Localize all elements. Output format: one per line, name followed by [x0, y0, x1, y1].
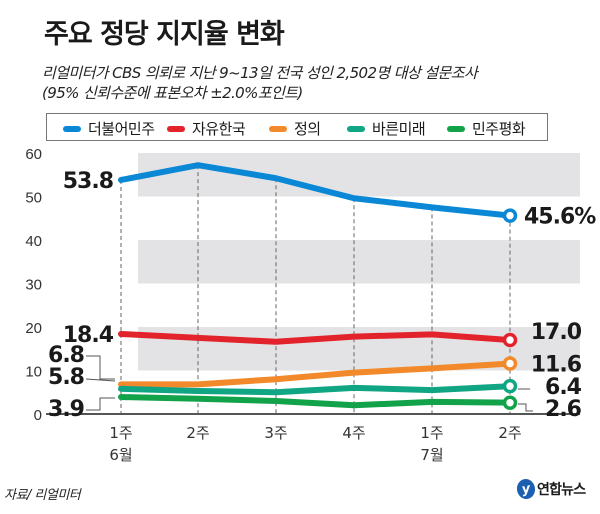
end-point-marker [502, 332, 518, 348]
x-month-label: 6월 [109, 446, 132, 464]
series-line [118, 394, 513, 409]
yonhap-logo-icon: y [515, 477, 537, 501]
yonhap-logo-text: 연합뉴스 [537, 482, 586, 498]
legend-label: 자유한국 [192, 120, 246, 138]
end-value-label: 2.6 [545, 397, 582, 422]
label-leader-line [86, 355, 115, 380]
series-line [118, 162, 513, 219]
y-tick-label: 60 [25, 146, 42, 163]
end-value-label: 17.0 [531, 320, 582, 345]
label-leader-line [86, 397, 115, 411]
x-tick-label: 1주 [420, 424, 443, 442]
chart-subtitle-line-2: (95% 신뢰수준에 표본오차 ±2.0%포인트) [42, 84, 303, 102]
y-tick-label: 20 [25, 320, 42, 337]
legend-swatch [347, 125, 365, 132]
legend: 더불어민주 자유한국 정의 바른미래 민주평화 [46, 113, 548, 141]
label-leader-line [85, 378, 116, 382]
end-value-label: 6.4 [545, 375, 582, 400]
legend-item-liberty-korea: 자유한국 [167, 118, 246, 139]
yonhap-logo: y 연합뉴스 [515, 477, 586, 501]
y-tick-label: 50 [25, 190, 42, 207]
chart-title: 주요 정당 지지율 변화 [44, 19, 285, 50]
start-value-label: 5.8 [48, 365, 84, 390]
legend-label: 정의 [294, 120, 321, 138]
legend-swatch [269, 125, 287, 132]
legend-swatch [63, 125, 81, 132]
legend-swatch [167, 125, 185, 132]
legend-label: 바른미래 [372, 120, 426, 138]
legend-item-democratic: 더불어민주 [63, 118, 155, 139]
end-point-marker [502, 395, 518, 410]
x-tick-label: 2주 [186, 424, 209, 442]
start-value-label: 6.8 [48, 343, 84, 368]
end-value-label: 11.6 [531, 353, 582, 378]
x-tick-label: 4주 [342, 424, 365, 442]
end-point-marker [502, 356, 518, 371]
start-value-label: 53.8 [63, 169, 113, 194]
legend-item-democracy-peace: 민주평화 [447, 118, 526, 139]
x-tick-label: 3주 [264, 424, 287, 442]
end-value-label: 45.6% [524, 205, 596, 230]
legend-label: 민주평화 [472, 120, 526, 138]
series-line [118, 330, 513, 345]
end-point-marker [502, 378, 518, 394]
source-credit: 자료/ 리얼미터 [4, 488, 81, 503]
start-value-label: 3.9 [48, 397, 84, 422]
legend-item-justice: 정의 [269, 118, 321, 139]
label-leader-line [518, 403, 533, 412]
grid-band [138, 153, 580, 197]
x-tick-label: 1주 [109, 424, 132, 442]
legend-label: 더불어민주 [88, 120, 155, 138]
y-tick-label: 0 [34, 407, 42, 424]
series-line [118, 360, 513, 388]
start-value-label: 18.4 [63, 323, 114, 348]
y-tick-label: 10 [25, 364, 42, 381]
series-line [118, 383, 513, 396]
legend-swatch [447, 125, 465, 132]
chart-subtitle-line-1: 리얼미터가 CBS 의뢰로 지난 9~13일 전국 성인 2,502명 대상 설… [42, 64, 478, 82]
x-month-label: 7월 [420, 446, 443, 464]
x-tick-label: 2주 [498, 424, 521, 442]
y-tick-label: 30 [25, 277, 42, 294]
legend-item-bareunmirae: 바른미래 [347, 118, 426, 139]
grid-band [138, 240, 580, 284]
y-tick-label: 40 [25, 233, 42, 250]
end-point-marker [502, 208, 518, 223]
